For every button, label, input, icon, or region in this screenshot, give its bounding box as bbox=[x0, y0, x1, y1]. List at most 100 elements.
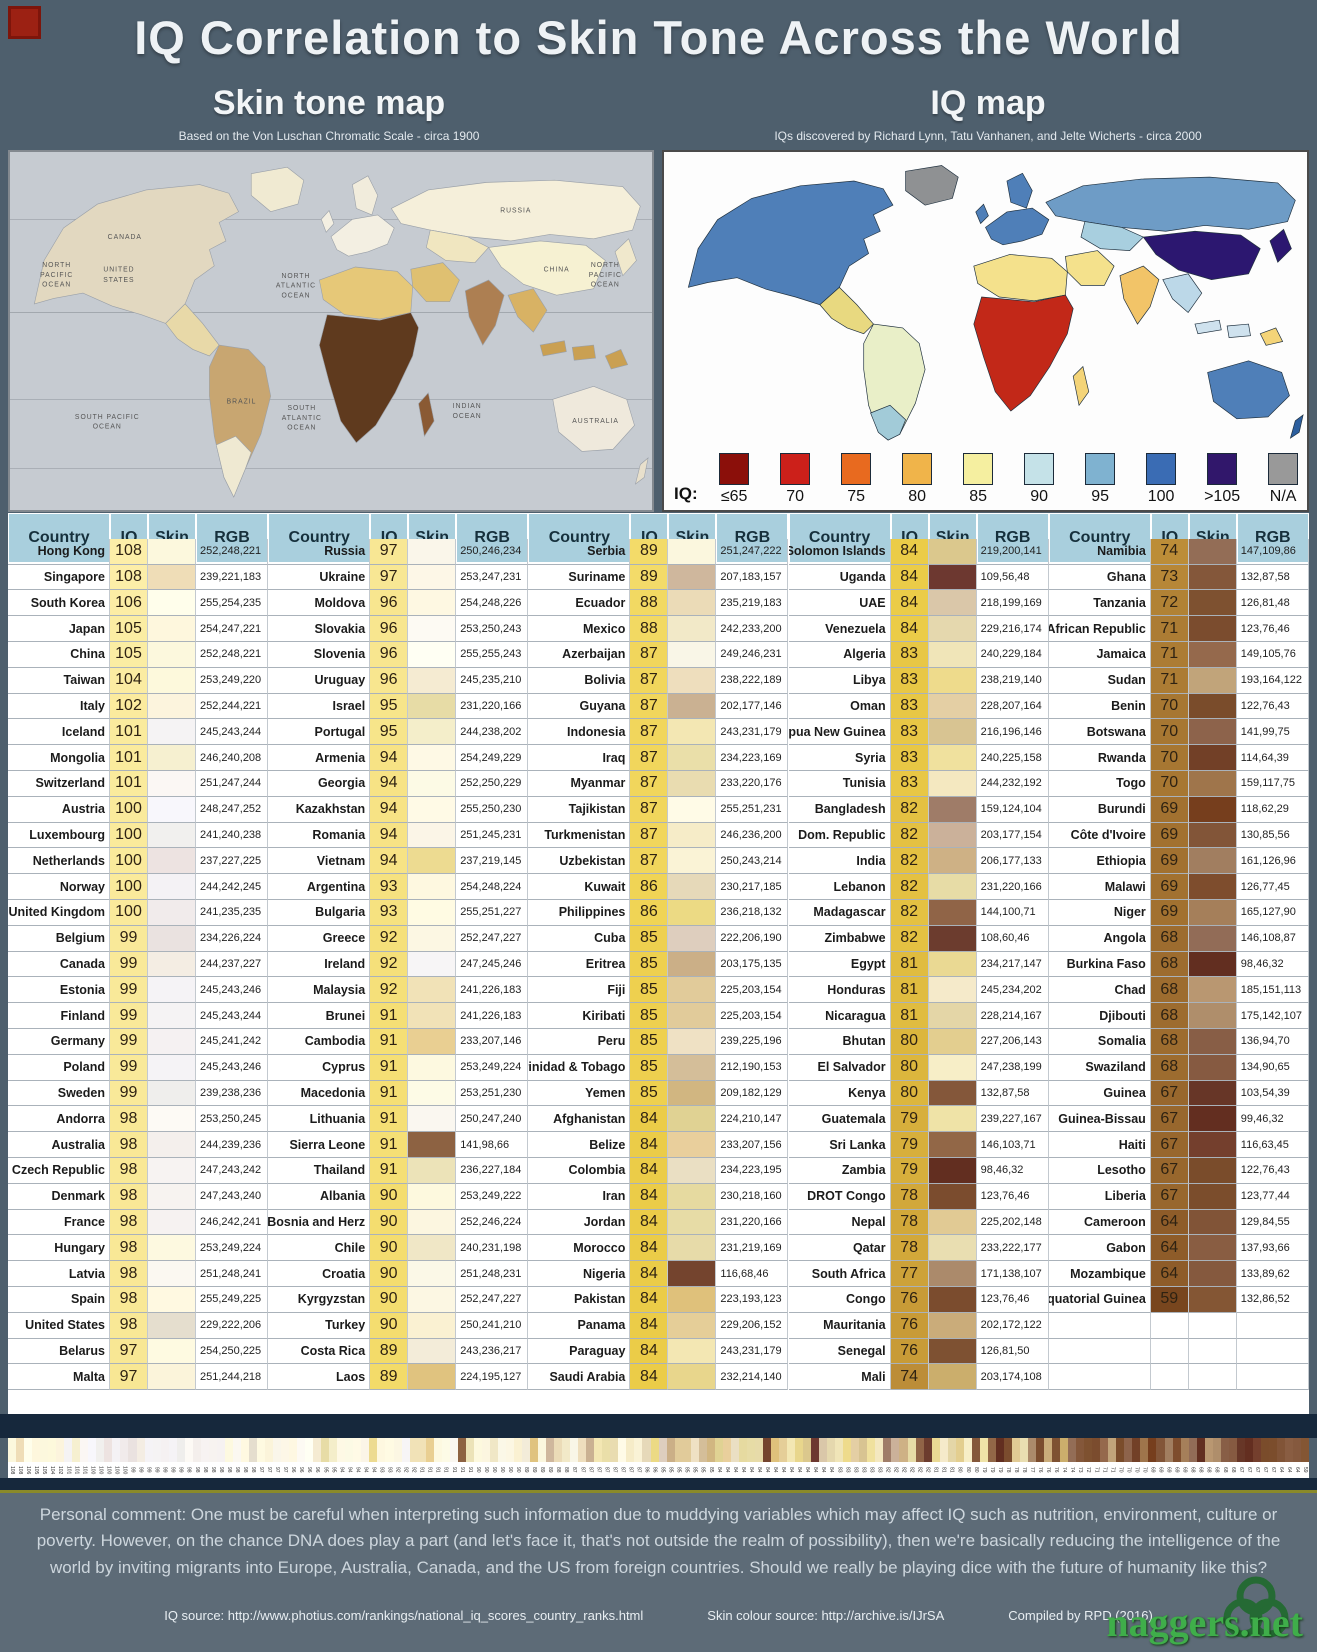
iq-cell: 64 bbox=[1150, 1209, 1189, 1236]
iq-cell: 85 bbox=[630, 1054, 669, 1081]
strip-swatch bbox=[1252, 1438, 1261, 1462]
strip-iq-number: 91 bbox=[441, 1462, 450, 1478]
iq-cell: 84 bbox=[630, 1183, 669, 1210]
country-cell: Fiji bbox=[528, 977, 631, 1004]
strip-item: 69 bbox=[1172, 1438, 1181, 1478]
iq-legend-value: 75 bbox=[847, 488, 865, 505]
strip-swatch bbox=[594, 1438, 603, 1462]
strip-swatch bbox=[586, 1438, 595, 1462]
iq-cell: 71 bbox=[1150, 616, 1189, 642]
iq-cell: 100 bbox=[110, 822, 148, 849]
strip-swatch bbox=[232, 1438, 241, 1462]
strip-iq-number: 77 bbox=[1027, 1462, 1036, 1478]
rgb-cell: 147,109,86 bbox=[1236, 538, 1309, 565]
iq-cell: 82 bbox=[890, 796, 929, 823]
strip-swatch bbox=[489, 1438, 498, 1462]
skin-swatch-cell bbox=[928, 719, 977, 746]
iq-cell: 82 bbox=[890, 822, 929, 849]
strip-iq-number: 91 bbox=[465, 1462, 474, 1478]
iq-cell: 68 bbox=[1150, 1028, 1189, 1055]
strip-iq-number: 98 bbox=[216, 1462, 225, 1478]
strip-iq-number: 85 bbox=[690, 1462, 699, 1478]
strip-swatch bbox=[963, 1438, 972, 1462]
country-cell: Ireland bbox=[268, 951, 371, 978]
country-cell: Tanzania bbox=[1048, 590, 1151, 617]
country-cell: Slovakia bbox=[268, 616, 371, 642]
iq-cell: 82 bbox=[890, 925, 929, 952]
skin-swatch-cell bbox=[408, 925, 457, 952]
strip-swatch bbox=[1003, 1438, 1012, 1462]
rgb-cell: 229,222,206 bbox=[196, 1312, 268, 1339]
country-cell: Colombia bbox=[528, 1157, 631, 1184]
country-cell: Greece bbox=[268, 925, 371, 952]
skin-swatch-cell bbox=[1188, 874, 1237, 900]
iq-cell: 87 bbox=[630, 796, 669, 823]
strip-iq-number: 100 bbox=[112, 1462, 121, 1478]
strip-item: 97 bbox=[265, 1438, 274, 1478]
iq-cell: 100 bbox=[110, 874, 148, 900]
iq-cell: 83 bbox=[890, 693, 929, 720]
strip-swatch bbox=[1220, 1438, 1229, 1462]
rgb-cell: 247,238,199 bbox=[976, 1054, 1049, 1081]
strip-item: 84 bbox=[714, 1438, 723, 1478]
strip-item: 99 bbox=[160, 1438, 169, 1478]
strip-swatch bbox=[457, 1438, 466, 1462]
skin-swatch-cell bbox=[668, 1157, 717, 1184]
country-cell: Estonia bbox=[8, 977, 110, 1004]
rgb-cell: 235,219,183 bbox=[716, 590, 789, 617]
rgb-cell: 193,164,122 bbox=[1236, 667, 1309, 694]
strip-iq-number: 102 bbox=[56, 1462, 65, 1478]
country-cell: Kyrgyzstan bbox=[268, 1286, 371, 1313]
iq-cell: 85 bbox=[630, 951, 669, 978]
country-cell: Venezuela bbox=[788, 616, 891, 642]
skin-swatch-cell bbox=[148, 770, 196, 797]
strip-iq-number: 68 bbox=[1196, 1462, 1205, 1478]
skin-swatch-cell bbox=[668, 770, 717, 797]
rgb-cell: 246,240,208 bbox=[196, 745, 268, 771]
strip-swatch bbox=[554, 1438, 563, 1462]
rgb-cell: 253,250,245 bbox=[196, 1106, 268, 1133]
skin-swatch-cell bbox=[408, 1338, 457, 1365]
skin-swatch-cell bbox=[668, 1003, 717, 1029]
iq-cell: 98 bbox=[110, 1157, 148, 1184]
rgb-cell: 241,240,238 bbox=[196, 822, 268, 849]
iq-legend-items: ≤65 70 75 80 85 90 95 100 >105 N/A bbox=[704, 453, 1314, 506]
skin-swatch-cell bbox=[668, 1106, 717, 1133]
country-cell: Gabon bbox=[1048, 1235, 1151, 1262]
country-cell: Angola bbox=[1048, 925, 1151, 952]
map-label: NORTH bbox=[591, 260, 620, 269]
rgb-cell: 103,54,39 bbox=[1236, 1080, 1309, 1107]
country-cell: Equatorial Guinea bbox=[1048, 1286, 1151, 1313]
iq-cell: 77 bbox=[890, 1261, 929, 1287]
map-label: OCEAN bbox=[287, 422, 316, 431]
rgb-cell: 224,195,127 bbox=[456, 1364, 529, 1391]
strip-iq-number: 98 bbox=[192, 1462, 201, 1478]
strip-iq-number: 99 bbox=[176, 1462, 185, 1478]
strip-iq-number: 67 bbox=[1252, 1462, 1261, 1478]
rgb-cell: 228,207,164 bbox=[976, 693, 1049, 720]
strip-iq-number: 88 bbox=[554, 1462, 563, 1478]
skin-swatch-cell bbox=[1188, 1364, 1237, 1391]
iq-cell: 72 bbox=[1150, 590, 1189, 617]
rgb-cell: 230,218,160 bbox=[716, 1183, 789, 1210]
table-group-1: Country IQ Skin RGB Hong Kong 108 252,248,221 S… bbox=[8, 513, 268, 1391]
iq-cell: 76 bbox=[890, 1338, 929, 1365]
iq-cell: 90 bbox=[370, 1235, 409, 1262]
iq-cell: 82 bbox=[890, 899, 929, 926]
strip-iq-number: 79 bbox=[979, 1462, 988, 1478]
strip-swatch bbox=[168, 1438, 177, 1462]
strip-item: 83 bbox=[835, 1438, 844, 1478]
iq-cell: 108 bbox=[110, 538, 148, 565]
strip-iq-number: 68 bbox=[1188, 1462, 1197, 1478]
iq-cell: 89 bbox=[370, 1338, 409, 1365]
skin-swatch-cell bbox=[928, 1235, 977, 1262]
strip-swatch bbox=[353, 1438, 362, 1462]
country-cell: Cambodia bbox=[268, 1028, 371, 1055]
rgb-cell: 123,76,46 bbox=[1236, 616, 1309, 642]
strip-swatch bbox=[305, 1438, 314, 1462]
country-cell: Azerbaijan bbox=[528, 641, 631, 668]
strip-item: 85 bbox=[706, 1438, 715, 1478]
skin-swatch-cell bbox=[668, 667, 717, 694]
rgb-cell: 231,220,166 bbox=[976, 874, 1049, 900]
strip-swatch bbox=[192, 1438, 201, 1462]
